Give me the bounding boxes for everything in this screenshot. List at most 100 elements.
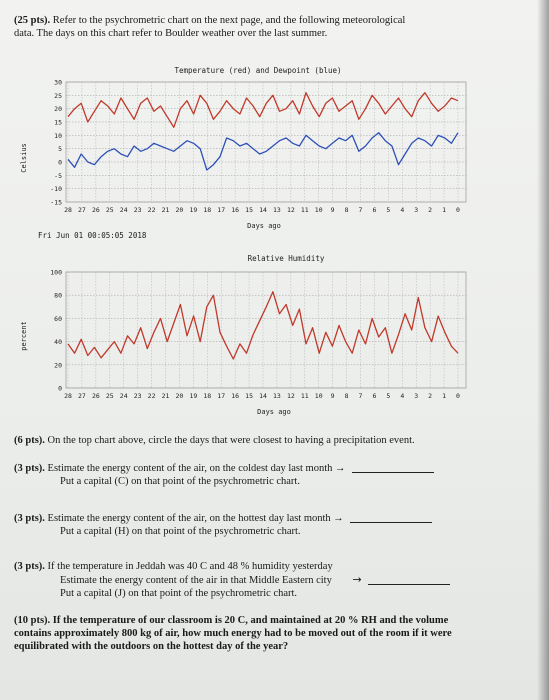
series-line-temperature	[67, 92, 459, 128]
q3-answer-blank[interactable]	[350, 522, 433, 523]
x-tick-label: 26	[92, 392, 100, 400]
x-tick-label: 17	[217, 206, 225, 214]
x-tick-label: 24	[120, 206, 128, 214]
q3-line1: Estimate the energy content of the air, …	[47, 513, 344, 524]
y-tick-label: 10	[54, 132, 62, 140]
x-tick-label: 4	[400, 392, 404, 400]
x-tick-label: 3	[414, 392, 418, 400]
relative-humidity-chart: Relative Humidity percent Days ago 10080…	[20, 254, 467, 416]
q3-line2: Put a capital (H) on that point of the p…	[60, 526, 301, 537]
q4-line3: Put a capital (J) on that point of the p…	[60, 588, 298, 599]
y-tick-label: 60	[54, 315, 62, 323]
x-tick-label: 19	[189, 206, 197, 214]
question-5: (10 pts). If the temperature of our clas…	[14, 614, 538, 653]
plot-frame	[65, 81, 467, 203]
chart1-ylabel: Celsius	[20, 143, 28, 173]
x-tick-label: 9	[331, 206, 335, 214]
x-tick-label: 28	[64, 206, 72, 214]
x-tick-label: 6	[372, 206, 376, 214]
question-3: (3 pts). Estimate the energy content of …	[14, 512, 534, 538]
x-tick-label: 18	[203, 206, 211, 214]
x-tick-label: 16	[231, 392, 239, 400]
y-tick-label: 15	[54, 119, 62, 127]
page-edge-shadow	[537, 0, 549, 700]
q2-line2: Put a capital (C) on that point of the p…	[60, 476, 300, 487]
q4-arrow-icon: →	[352, 573, 362, 586]
y-tick-label: -10	[50, 185, 62, 193]
q2-answer-blank[interactable]	[352, 472, 435, 473]
q5-line3: equilibrated with the outdoors on the ho…	[14, 641, 289, 652]
y-tick-label: 20	[54, 105, 62, 113]
x-tick-label: 14	[259, 206, 267, 214]
q5-line1: If the temperature of our classroom is 2…	[52, 615, 449, 626]
y-tick-label: 0	[58, 159, 62, 167]
q4-answer-blank[interactable]	[368, 584, 451, 585]
x-tick-label: 2	[428, 392, 432, 400]
x-tick-label: 8	[345, 206, 349, 214]
y-tick-label: 5	[58, 145, 62, 153]
y-tick-label: -5	[54, 172, 62, 180]
series-line-dewpoint	[67, 132, 459, 171]
x-tick-label: 15	[245, 392, 253, 400]
x-tick-label: 10	[315, 392, 323, 400]
x-tick-label: 13	[273, 392, 281, 400]
x-tick-label: 25	[106, 206, 114, 214]
timestamp: Fri Jun 01 00:05:05 2018	[38, 231, 147, 240]
x-tick-label: 24	[120, 392, 128, 400]
x-tick-label: 23	[134, 392, 142, 400]
plot-frame	[65, 271, 467, 389]
x-tick-label: 25	[106, 392, 114, 400]
y-tick-label: 100	[50, 269, 62, 277]
x-tick-label: 5	[386, 392, 390, 400]
question-2: (3 pts). Estimate the energy content of …	[14, 462, 534, 488]
chart2-xlabel: Days ago	[257, 408, 291, 416]
q1-line1: On the top chart above, circle the days …	[47, 435, 415, 446]
x-tick-label: 12	[287, 392, 295, 400]
x-tick-label: 13	[273, 206, 281, 214]
x-tick-label: 23	[134, 206, 142, 214]
y-tick-label: 80	[54, 292, 62, 300]
intro-line1: Refer to the psychrometric chart on the …	[52, 15, 406, 26]
x-tick-label: 17	[217, 392, 225, 400]
series-line-relative-humidity	[67, 291, 459, 360]
intro-points: (25 pts).	[14, 15, 51, 26]
x-tick-label: 5	[386, 206, 390, 214]
x-tick-label: 7	[359, 206, 363, 214]
x-tick-label: 7	[359, 392, 363, 400]
x-tick-label: 11	[301, 206, 309, 214]
x-tick-label: 0	[456, 206, 460, 214]
y-tick-label: 0	[58, 385, 62, 393]
x-tick-label: 22	[148, 206, 156, 214]
q4-line1: If the temperature in Jeddah was 40 C an…	[47, 561, 333, 572]
x-tick-label: 8	[345, 392, 349, 400]
x-tick-label: 20	[176, 392, 184, 400]
x-tick-label: 0	[456, 392, 460, 400]
x-tick-label: 16	[231, 206, 239, 214]
q2-line1: Estimate the energy content of the air, …	[47, 463, 346, 474]
x-tick-label: 21	[162, 206, 170, 214]
x-tick-label: 22	[148, 392, 156, 400]
x-tick-label: 26	[92, 206, 100, 214]
x-tick-label: 27	[78, 206, 86, 214]
x-tick-label: 2	[428, 206, 432, 214]
temperature-dewpoint-chart: Temperature (red) and Dewpoint (blue) Ce…	[20, 66, 467, 230]
chart1-title: Temperature (red) and Dewpoint (blue)	[174, 66, 341, 75]
q4-line2: Estimate the energy content of the air i…	[60, 575, 332, 586]
x-tick-label: 19	[189, 392, 197, 400]
intro-line2: data. The days on this chart refer to Bo…	[14, 28, 328, 39]
x-tick-label: 20	[176, 206, 184, 214]
y-tick-label: 25	[54, 92, 62, 100]
x-tick-label: 3	[414, 206, 418, 214]
q4-points: (3 pts).	[14, 561, 45, 572]
chart1-xlabel: Days ago	[247, 222, 281, 230]
q3-points: (3 pts).	[14, 513, 45, 524]
x-tick-label: 9	[331, 392, 335, 400]
intro-paragraph: (25 pts). Refer to the psychrometric cha…	[14, 14, 534, 40]
x-tick-label: 18	[203, 392, 211, 400]
x-tick-label: 4	[400, 206, 404, 214]
x-tick-label: 12	[287, 206, 295, 214]
q2-points: (3 pts).	[14, 463, 45, 474]
x-tick-label: 1	[442, 392, 446, 400]
x-tick-label: 1	[442, 206, 446, 214]
y-tick-label: 40	[54, 338, 62, 346]
